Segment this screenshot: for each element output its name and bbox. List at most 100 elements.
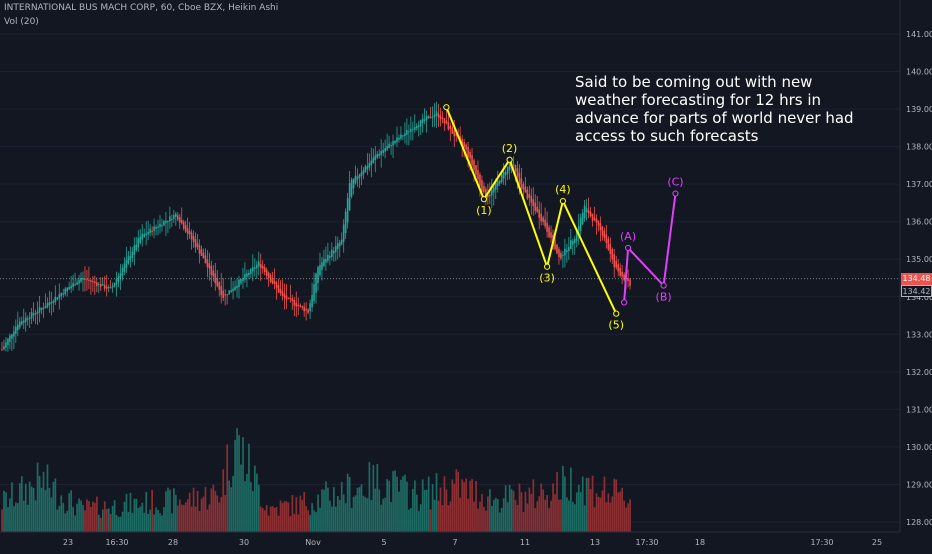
candle-body bbox=[145, 233, 147, 236]
volume-bar bbox=[469, 480, 471, 532]
volume-bar bbox=[254, 465, 256, 532]
volume-bar bbox=[504, 485, 507, 532]
volume-bar bbox=[115, 515, 118, 532]
candle-body bbox=[372, 157, 375, 163]
candle-body bbox=[250, 268, 252, 275]
candle-body bbox=[236, 285, 238, 289]
candle-body bbox=[34, 312, 37, 315]
candle-body bbox=[325, 258, 327, 263]
volume-bar bbox=[188, 492, 191, 532]
volume-bar bbox=[78, 498, 80, 532]
impulse-wave-point bbox=[480, 196, 487, 203]
volume-bar bbox=[498, 512, 501, 532]
price-tick: 128.00 bbox=[906, 518, 932, 527]
volume-bar bbox=[512, 490, 515, 532]
candle-body bbox=[360, 172, 363, 177]
candle-body bbox=[56, 297, 59, 300]
candle-body bbox=[125, 259, 128, 268]
candle-body bbox=[317, 267, 319, 284]
volume-bar bbox=[248, 443, 250, 532]
volume-bar bbox=[431, 484, 434, 532]
volume-bar bbox=[208, 504, 211, 532]
volume-bar bbox=[619, 491, 622, 532]
candle-body bbox=[473, 160, 475, 170]
candle-body bbox=[611, 249, 614, 260]
candle-body bbox=[589, 211, 592, 217]
volume-bar bbox=[609, 502, 612, 532]
price-tick: 133.00 bbox=[906, 330, 932, 339]
candle-body bbox=[94, 281, 96, 284]
volume-bar bbox=[171, 513, 173, 532]
impulse-wave-label: (1) bbox=[476, 204, 492, 217]
candle-body bbox=[467, 146, 469, 157]
volume-bar bbox=[435, 473, 438, 532]
candle-body bbox=[558, 249, 560, 258]
candle-body bbox=[354, 175, 357, 184]
candle-body bbox=[502, 171, 505, 179]
impulse-wave-label: (4) bbox=[555, 183, 571, 196]
volume-bar bbox=[259, 506, 262, 532]
volume-bar bbox=[433, 499, 436, 532]
volume-bar bbox=[123, 501, 126, 532]
candle-body bbox=[398, 137, 400, 140]
candle-body bbox=[417, 125, 420, 128]
candle-body bbox=[295, 302, 298, 307]
volume-bar bbox=[617, 492, 620, 532]
candle-body bbox=[560, 253, 562, 259]
candle-body bbox=[508, 164, 511, 171]
candle-body bbox=[500, 174, 503, 183]
volume-bar bbox=[90, 506, 92, 532]
candle-body bbox=[404, 133, 406, 136]
candle-body bbox=[42, 307, 45, 309]
volume-bar bbox=[94, 502, 96, 532]
time-tick: 30 bbox=[239, 538, 249, 547]
candle-body bbox=[257, 261, 260, 267]
candle-body bbox=[313, 284, 315, 302]
candle-body bbox=[88, 279, 90, 281]
candle-body bbox=[346, 198, 349, 223]
volume-bar bbox=[175, 494, 177, 532]
candle-body bbox=[226, 294, 228, 296]
candle-body bbox=[305, 308, 307, 311]
volume-bar bbox=[291, 494, 294, 532]
volume-bar bbox=[496, 499, 499, 532]
time-tick: 11 bbox=[520, 538, 530, 547]
candle-body bbox=[368, 162, 371, 168]
candle-body bbox=[406, 130, 408, 135]
candle-body bbox=[331, 249, 333, 257]
candle-body bbox=[113, 283, 116, 287]
candle-body bbox=[619, 267, 621, 276]
candle-body bbox=[583, 205, 586, 219]
volume-bar bbox=[117, 516, 120, 532]
candle-body bbox=[119, 273, 122, 279]
volume-bar bbox=[285, 501, 288, 532]
volume-bar bbox=[384, 497, 387, 532]
volume-bar bbox=[184, 502, 187, 532]
volume-bar bbox=[408, 509, 410, 532]
volume-bar bbox=[206, 509, 209, 532]
candle-body bbox=[157, 226, 159, 228]
volume-bar bbox=[198, 511, 201, 532]
candle-body bbox=[238, 279, 240, 288]
volume-bar bbox=[321, 489, 323, 532]
price-tick: 135.00 bbox=[906, 255, 932, 264]
volume-bar bbox=[70, 490, 73, 532]
volume-bar bbox=[451, 479, 454, 532]
candle-body bbox=[176, 215, 179, 220]
volume-bar bbox=[492, 499, 495, 532]
candle-body bbox=[178, 217, 181, 223]
volume-bar bbox=[17, 503, 19, 532]
volume-bar bbox=[151, 489, 153, 532]
candle-body bbox=[40, 307, 43, 310]
time-tick: 23 bbox=[63, 538, 73, 547]
volume-bar bbox=[107, 508, 110, 532]
candle-body bbox=[599, 223, 602, 230]
candle-body bbox=[447, 122, 450, 130]
volume-bar bbox=[510, 489, 513, 532]
candle-body bbox=[408, 131, 410, 133]
candle-body bbox=[530, 195, 533, 203]
volume-bar bbox=[329, 500, 331, 532]
volume-bar bbox=[36, 462, 39, 532]
